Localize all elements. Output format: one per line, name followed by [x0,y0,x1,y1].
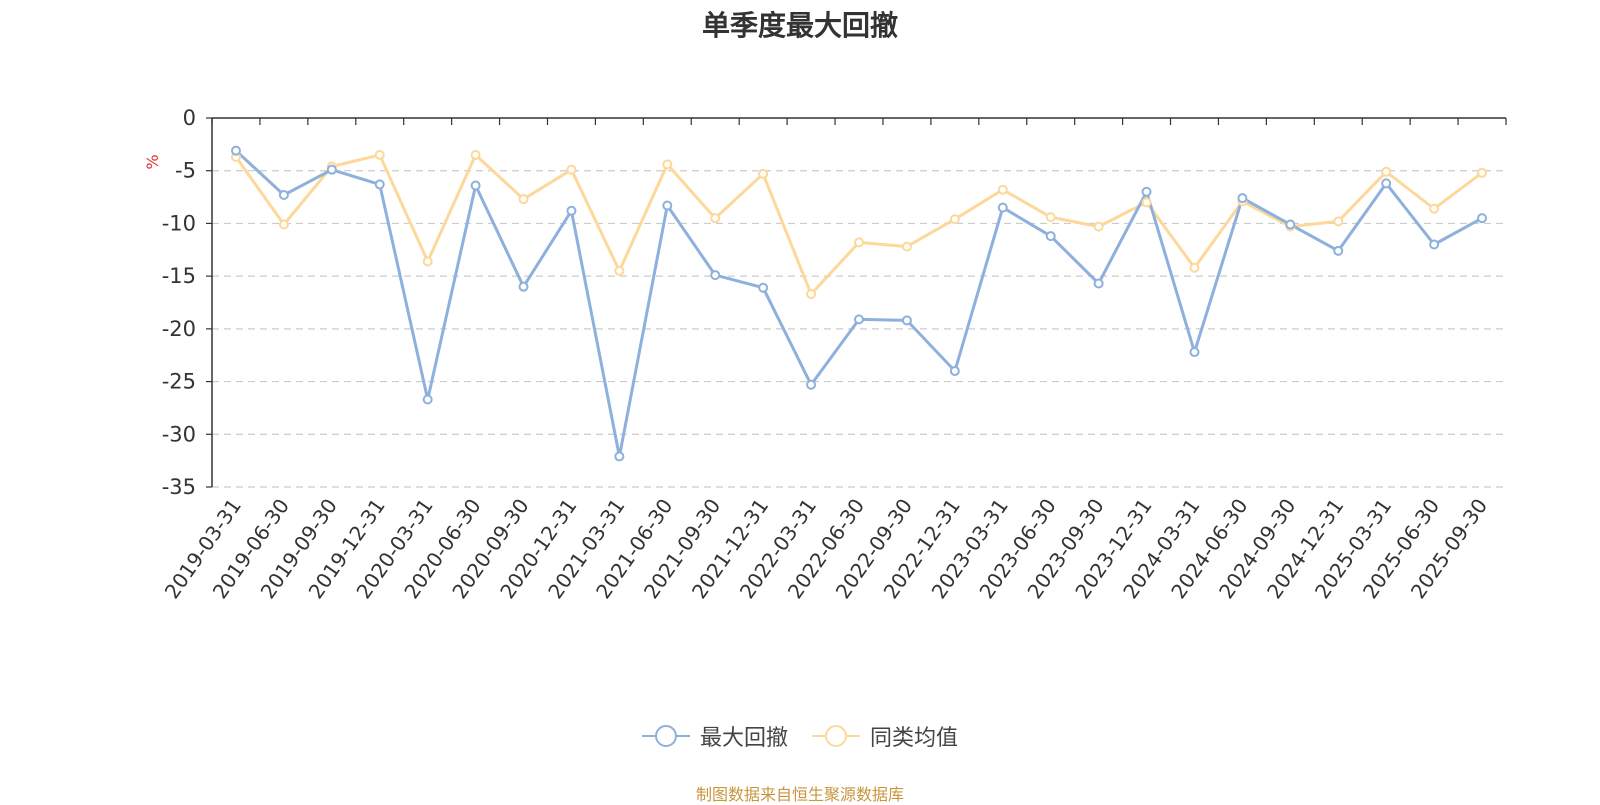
data-point-1 [374,149,385,160]
data-point-1 [710,213,721,224]
data-point-1 [758,168,769,179]
data-point-0 [1381,178,1392,189]
y-tick-label: -5 [175,159,196,183]
data-source-note: 制图数据来自恒生聚源数据库 [695,785,904,804]
data-point-0 [1237,193,1248,204]
data-point-0 [470,180,481,191]
data-point-0 [662,200,673,211]
y-tick-label: -25 [162,370,196,394]
data-point-1 [1429,203,1440,214]
data-point-1 [470,149,481,160]
data-point-0 [326,164,337,175]
data-point-0 [1141,186,1152,197]
chart-title: 单季度最大回撤 [701,9,898,42]
series-line-0 [234,149,1483,458]
data-point-0 [1477,213,1488,224]
data-point-0 [1333,245,1344,256]
data-point-0 [374,179,385,190]
series-points [230,145,1488,462]
data-point-1 [1381,166,1392,177]
data-point-0 [278,189,289,200]
y-tick-label: 0 [183,106,196,130]
data-point-1 [566,164,577,175]
data-point-0 [758,282,769,293]
y-tick-label: -20 [162,317,196,341]
data-point-1 [1045,212,1056,223]
data-point-1 [614,265,625,276]
data-point-0 [901,315,912,326]
data-point-1 [1189,262,1200,273]
data-point-0 [1093,278,1104,289]
data-point-0 [518,281,529,292]
grid-lines [212,170,1506,488]
data-point-0 [1189,347,1200,358]
legend-label-peer-average: 同类均值 [870,726,959,751]
data-point-1 [997,184,1008,195]
legend-label-max-drawdown: 最大回撤 [699,726,788,751]
legend: 最大回撤 同类均值 [0,720,1600,752]
y-tick-label: -35 [162,475,196,499]
legend-item-peer-average[interactable]: 同类均值 [812,720,958,752]
data-point-0 [614,451,625,462]
data-point-0 [997,202,1008,213]
y-tick-label: -15 [162,264,196,288]
data-point-1 [422,256,433,267]
y-tick-label: -30 [162,422,196,446]
data-point-1 [518,194,529,205]
data-point-0 [230,145,241,156]
legend-item-max-drawdown[interactable]: 最大回撤 [641,720,788,752]
data-point-0 [949,366,960,377]
series-lines [234,149,1483,458]
data-point-0 [566,205,577,216]
data-point-1 [1333,216,1344,227]
data-point-0 [806,379,817,390]
data-point-0 [854,314,864,325]
y-tick-label: -10 [162,211,196,235]
data-point-0 [1045,231,1056,242]
legend-marker-max-drawdown [641,725,690,747]
data-point-0 [1429,239,1440,250]
data-point-1 [1477,167,1488,178]
data-point-0 [1285,219,1296,230]
y-axis-label: % [143,154,162,169]
data-point-1 [662,159,673,170]
data-point-1 [1093,221,1104,232]
data-point-1 [278,219,289,230]
legend-marker-peer-average [812,725,860,747]
data-point-0 [422,394,433,405]
data-point-1 [854,237,864,248]
data-point-1 [1141,197,1152,208]
data-point-1 [901,241,912,252]
data-point-0 [710,270,721,281]
data-point-1 [806,289,817,300]
data-point-1 [949,214,960,225]
